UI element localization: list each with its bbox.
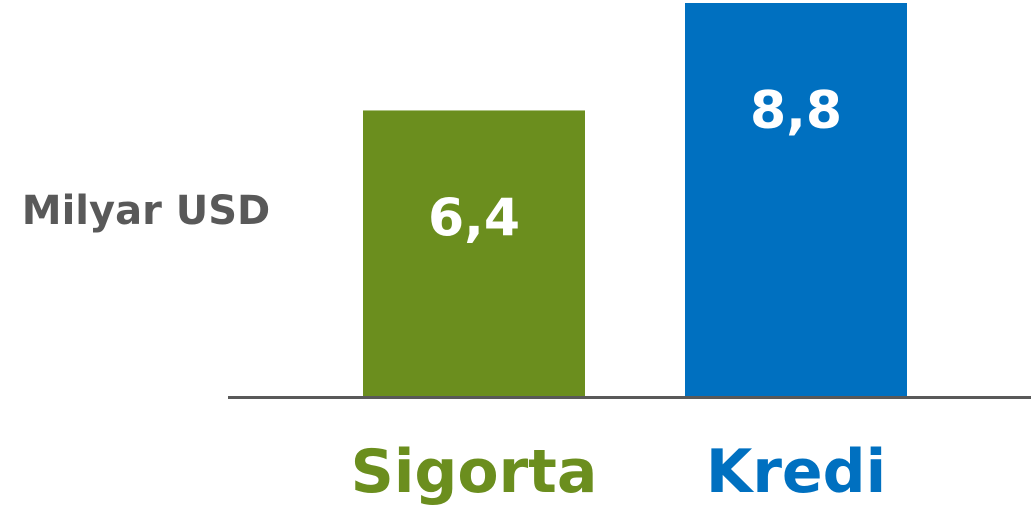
category-label-sigorta: Sigorta bbox=[351, 437, 598, 507]
labels-group: 6,4 Sigorta 8,8 Kredi bbox=[351, 81, 887, 507]
bar-value-label-sigorta: 6,4 bbox=[428, 188, 520, 248]
bar-sigorta bbox=[363, 110, 585, 398]
bar-value-label-kredi: 8,8 bbox=[750, 81, 842, 141]
bars-group bbox=[363, 3, 907, 398]
y-axis-label: Milyar USD bbox=[22, 188, 270, 234]
bar-kredi bbox=[685, 3, 907, 397]
category-label-kredi: Kredi bbox=[706, 437, 886, 507]
